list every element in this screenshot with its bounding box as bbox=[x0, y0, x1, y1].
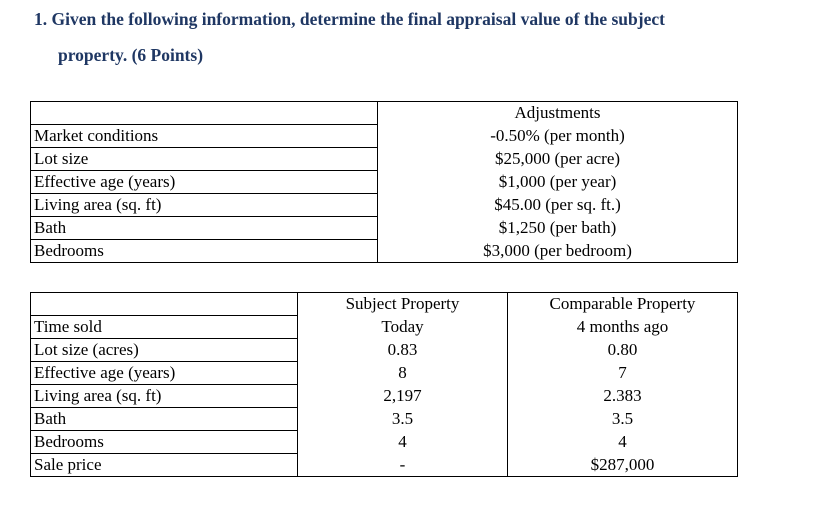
table-row: Adjustments bbox=[30, 101, 738, 125]
row-value: -0.50% (per month) bbox=[377, 124, 738, 148]
table-row: Bedrooms 4 4 bbox=[30, 430, 738, 454]
adjustments-label-blank bbox=[30, 101, 378, 125]
comparison-label-blank bbox=[30, 292, 298, 316]
subject-value: 8 bbox=[297, 361, 508, 385]
comparable-value: 0.80 bbox=[507, 338, 738, 362]
table-row: Effective age (years) 8 7 bbox=[30, 361, 738, 385]
subject-value: 2,197 bbox=[297, 384, 508, 408]
table-row: Bedrooms $3,000 (per bedroom) bbox=[30, 239, 738, 263]
question-line-2: property. (6 Points) bbox=[58, 45, 204, 65]
table-row: Lot size (acres) 0.83 0.80 bbox=[30, 338, 738, 362]
comparable-value: $287,000 bbox=[507, 453, 738, 477]
comparable-value: 4 bbox=[507, 430, 738, 454]
table-row: Effective age (years) $1,000 (per year) bbox=[30, 170, 738, 194]
row-label: Market conditions bbox=[30, 124, 378, 148]
row-value: $3,000 (per bedroom) bbox=[377, 239, 738, 263]
row-label: Living area (sq. ft) bbox=[30, 193, 378, 217]
table-row: Market conditions -0.50% (per month) bbox=[30, 124, 738, 148]
adjustments-header: Adjustments bbox=[377, 101, 738, 125]
row-value: $1,250 (per bath) bbox=[377, 216, 738, 240]
row-label: Time sold bbox=[30, 315, 298, 339]
row-label: Effective age (years) bbox=[30, 361, 298, 385]
table-row: Bath $1,250 (per bath) bbox=[30, 216, 738, 240]
comparable-value: 3.5 bbox=[507, 407, 738, 431]
table-row: Living area (sq. ft) 2,197 2.383 bbox=[30, 384, 738, 408]
subject-value: 3.5 bbox=[297, 407, 508, 431]
comparable-property-header: Comparable Property bbox=[507, 292, 738, 316]
table-row: Living area (sq. ft) $45.00 (per sq. ft.… bbox=[30, 193, 738, 217]
row-value: $25,000 (per acre) bbox=[377, 147, 738, 171]
comparable-value: 7 bbox=[507, 361, 738, 385]
table-row: Lot size $25,000 (per acre) bbox=[30, 147, 738, 171]
row-label: Bath bbox=[30, 407, 298, 431]
row-label: Bedrooms bbox=[30, 430, 298, 454]
row-label: Lot size (acres) bbox=[30, 338, 298, 362]
subject-value: 0.83 bbox=[297, 338, 508, 362]
row-label: Lot size bbox=[30, 147, 378, 171]
row-label: Effective age (years) bbox=[30, 170, 378, 194]
row-label: Living area (sq. ft) bbox=[30, 384, 298, 408]
subject-property-header: Subject Property bbox=[297, 292, 508, 316]
comparable-value: 2.383 bbox=[507, 384, 738, 408]
row-value: $1,000 (per year) bbox=[377, 170, 738, 194]
comparison-table: Subject Property Comparable Property Tim… bbox=[30, 292, 738, 477]
subject-value: - bbox=[297, 453, 508, 477]
row-label: Bedrooms bbox=[30, 239, 378, 263]
table-row: Time sold Today 4 months ago bbox=[30, 315, 738, 339]
row-label: Bath bbox=[30, 216, 378, 240]
subject-value: Today bbox=[297, 315, 508, 339]
row-label: Sale price bbox=[30, 453, 298, 477]
comparable-value: 4 months ago bbox=[507, 315, 738, 339]
question-line-1: 1. Given the following information, dete… bbox=[34, 9, 665, 29]
row-value: $45.00 (per sq. ft.) bbox=[377, 193, 738, 217]
subject-value: 4 bbox=[297, 430, 508, 454]
table-row: Sale price - $287,000 bbox=[30, 453, 738, 477]
adjustments-table: Adjustments Market conditions -0.50% (pe… bbox=[30, 101, 738, 263]
table-row: Subject Property Comparable Property bbox=[30, 292, 738, 316]
table-row: Bath 3.5 3.5 bbox=[30, 407, 738, 431]
